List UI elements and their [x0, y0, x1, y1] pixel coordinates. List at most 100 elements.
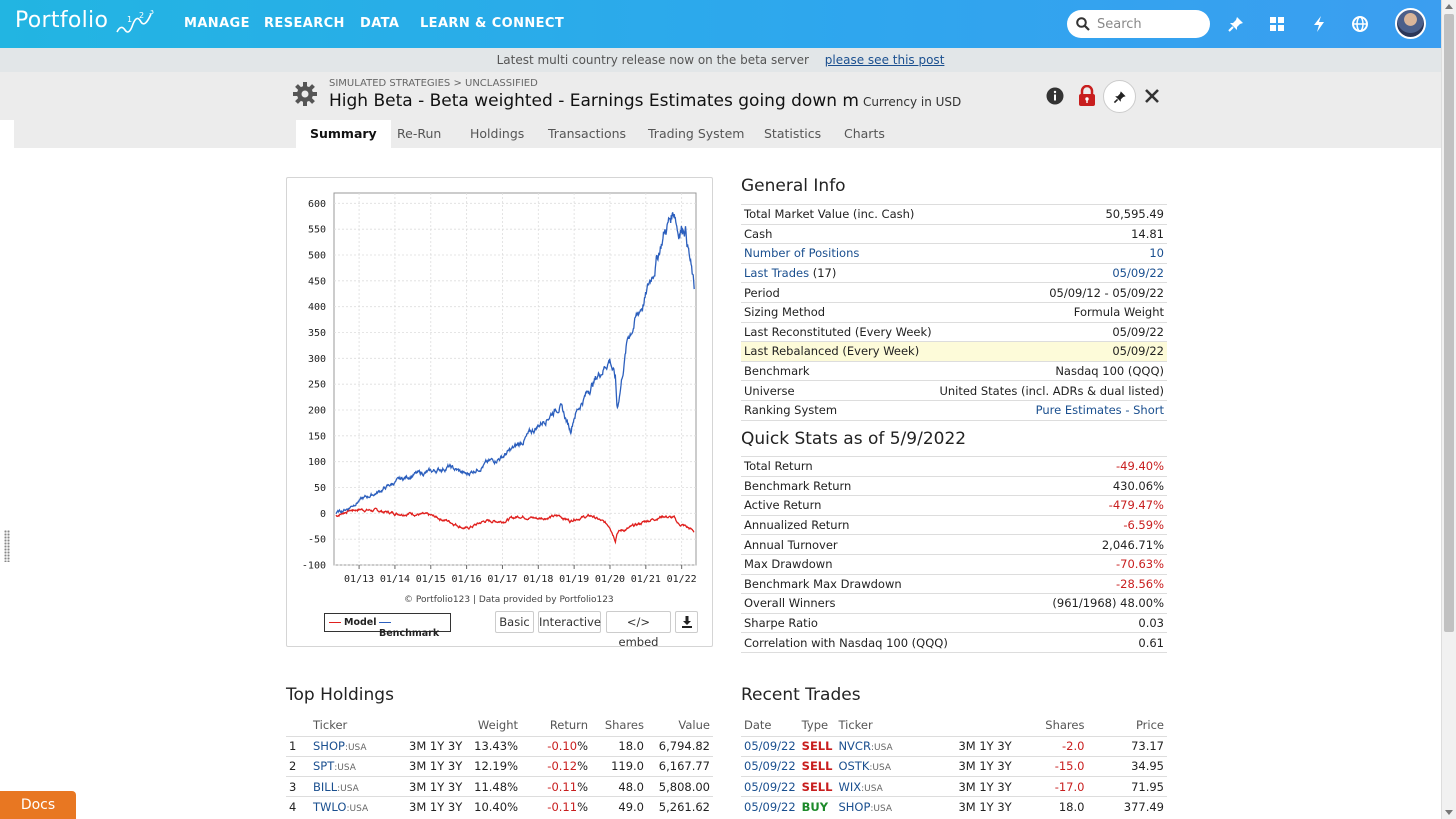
scroll-down-icon[interactable] — [1445, 810, 1453, 815]
period-links[interactable]: 3M 1Y 3Y — [955, 796, 1028, 818]
scroll-up-icon[interactable] — [1445, 4, 1453, 9]
gi-row: Cash 14.81 — [741, 223, 1167, 244]
gear-icon[interactable] — [292, 81, 318, 107]
embed-chart-button[interactable]: </> embed — [606, 611, 671, 649]
period-links[interactable]: 3M 1Y 3Y — [406, 755, 466, 777]
gi-row: Total Market Value (inc. Cash) 50,595.49 — [741, 204, 1167, 225]
col-ticker[interactable]: Ticker — [838, 717, 873, 732]
shares-value: -2.0 — [1027, 735, 1088, 757]
tab-transactions[interactable]: Transactions — [548, 126, 627, 141]
col-ticker[interactable]: Ticker — [313, 717, 348, 732]
download-button[interactable] — [675, 611, 698, 633]
col-shares[interactable]: Shares — [604, 717, 644, 732]
col-weight[interactable]: Weight — [477, 717, 518, 732]
ticker-suffix: :USA — [346, 804, 369, 815]
qs-row: Overall Winners (961/1968) 48.00% — [741, 593, 1167, 614]
trade-date-link[interactable]: 05/09/22 — [741, 735, 799, 757]
positions-count-link[interactable]: 10 — [935, 243, 1167, 264]
avatar[interactable] — [1395, 8, 1426, 39]
logo[interactable]: Portfolio 1 2 3 — [15, 8, 154, 33]
interactive-chart-button[interactable]: Interactive — [538, 611, 601, 633]
period-links[interactable]: 3M 1Y 3Y — [406, 735, 466, 757]
period-links[interactable]: 3M 1Y 3Y — [955, 755, 1028, 777]
qs-row: Total Return -49.40% — [741, 456, 1167, 477]
positions-link[interactable]: Number of Positions — [741, 243, 936, 264]
grid-icon[interactable] — [1267, 14, 1287, 34]
col-date[interactable]: Date — [744, 717, 772, 732]
tab-statistics[interactable]: Statistics — [764, 126, 822, 141]
search-input[interactable] — [1095, 14, 1200, 34]
period-links[interactable]: 3M 1Y 3Y — [955, 776, 1028, 797]
breadcrumb[interactable]: SIMULATED STRATEGIES > UNCLASSIFIED — [329, 78, 538, 89]
search-box[interactable] — [1067, 10, 1210, 38]
banner-link[interactable]: please see this post — [824, 53, 945, 67]
return-value: -0.10 — [547, 739, 578, 754]
nav-data[interactable]: DATA — [360, 16, 400, 31]
trade-date-link[interactable]: 05/09/22 — [741, 776, 799, 797]
tab-summary[interactable]: Summary — [296, 120, 391, 148]
ticker-link[interactable]: TWLO — [313, 800, 347, 815]
legend-benchmark[interactable]: Benchmark — [379, 617, 450, 639]
ticker-cell[interactable]: TWLO:USA — [310, 796, 406, 818]
lock-icon[interactable] — [1078, 85, 1096, 106]
nav-manage[interactable]: MANAGE — [184, 16, 250, 31]
ticker-cell[interactable]: SPT:USA — [310, 755, 406, 777]
gi-value: United States (incl. ADRs & dual listed) — [935, 380, 1167, 401]
ticker-link[interactable]: BILL — [313, 779, 338, 794]
ticker-cell[interactable]: OSTK:USA — [835, 755, 956, 777]
info-icon[interactable] — [1046, 87, 1064, 105]
close-icon[interactable] — [1145, 89, 1159, 103]
tab-rerun[interactable]: Re-Run — [397, 126, 442, 141]
ticker-cell[interactable]: SHOP:USA — [835, 796, 956, 818]
col-price[interactable]: Price — [1135, 717, 1164, 732]
nav-learn-connect[interactable]: LEARN & CONNECT — [420, 16, 565, 31]
pin-icon — [1113, 91, 1126, 104]
lightning-icon[interactable] — [1309, 14, 1329, 34]
scrollbar[interactable] — [1441, 0, 1456, 819]
ticker-link[interactable]: SHOP — [838, 800, 871, 815]
tab-charts[interactable]: Charts — [844, 126, 885, 141]
tab-trading-system[interactable]: Trading System — [648, 126, 745, 141]
ticker-link[interactable]: WIX — [838, 779, 862, 794]
trade-date-link[interactable]: 05/09/22 — [741, 755, 799, 777]
col-shares[interactable]: Shares — [1045, 717, 1085, 732]
trade-date-link[interactable]: 05/09/22 — [741, 796, 799, 818]
globe-icon[interactable] — [1350, 14, 1370, 34]
y-tick-label: 200 — [308, 406, 326, 417]
table-row: 05/09/22 SELL WIX:USA 3M 1Y 3Y -17.0 71.… — [741, 776, 1167, 797]
ticker-cell[interactable]: SHOP:USA — [310, 735, 406, 757]
ranking-system-link[interactable]: Pure Estimates - Short — [935, 399, 1167, 421]
ticker-link[interactable]: OSTK — [838, 759, 870, 774]
pin-icon[interactable] — [1226, 14, 1246, 34]
period-links[interactable]: 3M 1Y 3Y — [406, 776, 466, 797]
last-trades-date-link[interactable]: 05/09/22 — [935, 262, 1167, 283]
ticker-cell[interactable]: WIX:USA — [835, 776, 956, 797]
table-row: 2 SPT:USA 3M 1Y 3Y 12.19% -0.12% 119.0 6… — [286, 755, 713, 777]
scrollbar-thumb[interactable] — [1444, 14, 1454, 632]
gi-row: Benchmark Nasdaq 100 (QQQ) — [741, 360, 1167, 381]
gi-label: Last Rebalanced (Every Week) — [741, 341, 936, 362]
last-trades-link[interactable]: Last Trades — [744, 266, 810, 281]
ticker-cell[interactable]: NVCR:USA — [835, 735, 956, 757]
ticker-link[interactable]: SHOP — [313, 739, 345, 754]
docs-button[interactable]: Docs — [0, 791, 76, 819]
period-links[interactable]: 3M 1Y 3Y — [955, 735, 1028, 757]
shares-value: 18.0 — [591, 735, 647, 757]
ticker-link[interactable]: SPT — [313, 759, 335, 774]
performance-chart[interactable]: 600550500450400350300250200150100500-50-… — [290, 186, 710, 596]
ticker-cell[interactable]: BILL:USA — [310, 776, 406, 797]
currency-label: Currency in USD — [862, 95, 962, 109]
tab-holdings[interactable]: Holdings — [470, 126, 525, 141]
legend-model[interactable]: Model — [329, 617, 376, 628]
basic-chart-button[interactable]: Basic — [495, 611, 534, 633]
period-links[interactable]: 3M 1Y 3Y — [406, 796, 466, 818]
legend-model-label: Model — [344, 617, 377, 628]
ticker-link[interactable]: NVCR — [838, 739, 871, 754]
col-value[interactable]: Value — [678, 717, 710, 732]
weight-value: 11.48% — [466, 776, 521, 797]
col-return[interactable]: Return — [549, 717, 588, 732]
pin-button[interactable] — [1103, 80, 1136, 113]
nav-research[interactable]: RESEARCH — [264, 16, 345, 31]
col-type[interactable]: Type — [801, 717, 829, 732]
resize-grip[interactable] — [4, 530, 10, 562]
